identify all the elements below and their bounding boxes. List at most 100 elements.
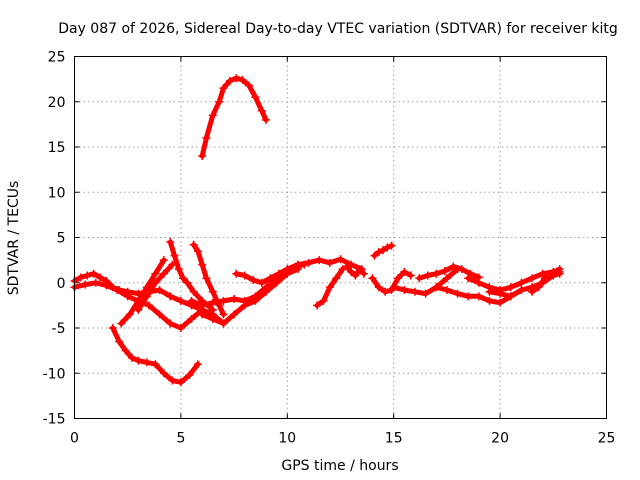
- series-trace: [189, 266, 290, 308]
- data-point: [506, 283, 515, 292]
- data-point: [102, 281, 111, 290]
- data-point: [189, 240, 198, 249]
- series-arc-rise-1: [117, 256, 168, 328]
- data-point: [219, 310, 228, 319]
- data-point: [183, 278, 192, 287]
- data-point: [496, 298, 505, 307]
- data-point: [389, 283, 398, 292]
- data-point: [115, 337, 124, 346]
- data-point: [187, 314, 196, 323]
- data-point: [185, 371, 194, 380]
- data-point: [442, 285, 451, 294]
- data-point: [374, 283, 383, 292]
- data-point: [466, 269, 475, 278]
- series-arc-mid-6: [342, 262, 368, 280]
- data-point: [485, 296, 494, 305]
- data-point: [208, 111, 217, 120]
- data-point: [540, 274, 549, 283]
- data-point: [257, 278, 266, 287]
- data-point: [274, 269, 283, 278]
- data-point: [215, 97, 224, 106]
- data-point: [304, 258, 313, 267]
- data-point: [127, 353, 136, 362]
- data-point: [202, 133, 211, 142]
- data-point: [219, 319, 228, 328]
- data-point: [347, 267, 356, 276]
- series-arc-spike: [166, 238, 217, 314]
- chart-title: Day 087 of 2026, Sidereal Day-to-day VTE…: [58, 21, 618, 37]
- x-tick-label: 20: [491, 431, 509, 447]
- data-point: [159, 369, 168, 378]
- data-point: [506, 292, 515, 301]
- y-tick-label: -15: [43, 412, 66, 428]
- y-tick-label: -10: [43, 366, 66, 382]
- y-tick-label: 25: [48, 50, 66, 66]
- data-point: [176, 378, 185, 387]
- data-point: [383, 243, 392, 252]
- data-point: [315, 256, 324, 265]
- data-point: [189, 287, 198, 296]
- series-arc-mid-5: [313, 265, 347, 310]
- data-point: [400, 285, 409, 294]
- data-point: [251, 93, 260, 102]
- series-arc-21: [528, 267, 564, 296]
- series-trace: [110, 325, 201, 385]
- y-tick-label: 15: [48, 140, 66, 156]
- data-point: [91, 278, 100, 287]
- data-point: [538, 269, 547, 278]
- data-point: [351, 271, 360, 280]
- y-tick-label: 0: [57, 276, 66, 292]
- data-point: [257, 106, 266, 115]
- series-trace: [118, 257, 167, 326]
- data-point: [379, 246, 388, 255]
- data-point: [166, 238, 175, 247]
- x-tick-label: 25: [598, 431, 616, 447]
- data-point: [464, 274, 473, 283]
- data-point: [81, 280, 90, 289]
- data-point: [449, 262, 458, 271]
- y-axis-label: SDTVAR / TECUs: [6, 181, 22, 296]
- data-point: [155, 310, 164, 319]
- data-point: [370, 251, 379, 260]
- data-point: [142, 358, 151, 367]
- data-point: [232, 74, 241, 83]
- data-point: [219, 296, 228, 305]
- series-arc-rise-2: [134, 260, 177, 314]
- data-point: [528, 274, 537, 283]
- series-arc-high: [198, 74, 271, 161]
- data-point: [230, 295, 239, 304]
- data-point: [325, 258, 334, 267]
- data-point: [202, 274, 211, 283]
- data-point: [151, 278, 160, 287]
- data-point: [159, 256, 168, 265]
- data-point: [393, 274, 402, 283]
- data-point: [123, 292, 132, 301]
- data-point: [151, 269, 160, 278]
- data-point: [125, 310, 134, 319]
- x-tick-label: 0: [70, 431, 79, 447]
- data-point: [208, 305, 217, 314]
- series-trace: [199, 75, 269, 159]
- data-point: [415, 274, 424, 283]
- data-point: [174, 265, 183, 274]
- data-point: [262, 287, 271, 296]
- y-tick-label: 20: [48, 95, 66, 111]
- data-point: [151, 360, 160, 369]
- data-point: [142, 292, 151, 301]
- data-point: [517, 278, 526, 287]
- data-point: [528, 287, 537, 296]
- data-point: [293, 260, 302, 269]
- series-arc-spike-b: [189, 240, 228, 319]
- data-point: [421, 289, 430, 298]
- y-tick-label: 10: [48, 185, 66, 201]
- data-point: [547, 269, 556, 278]
- data-point: [283, 265, 292, 274]
- data-point: [381, 287, 390, 296]
- data-point: [176, 296, 185, 305]
- series-arc-17: [415, 262, 483, 283]
- data-point: [240, 301, 249, 310]
- data-point: [440, 266, 449, 275]
- data-point: [121, 346, 130, 355]
- data-point: [464, 292, 473, 301]
- data-point: [208, 314, 217, 323]
